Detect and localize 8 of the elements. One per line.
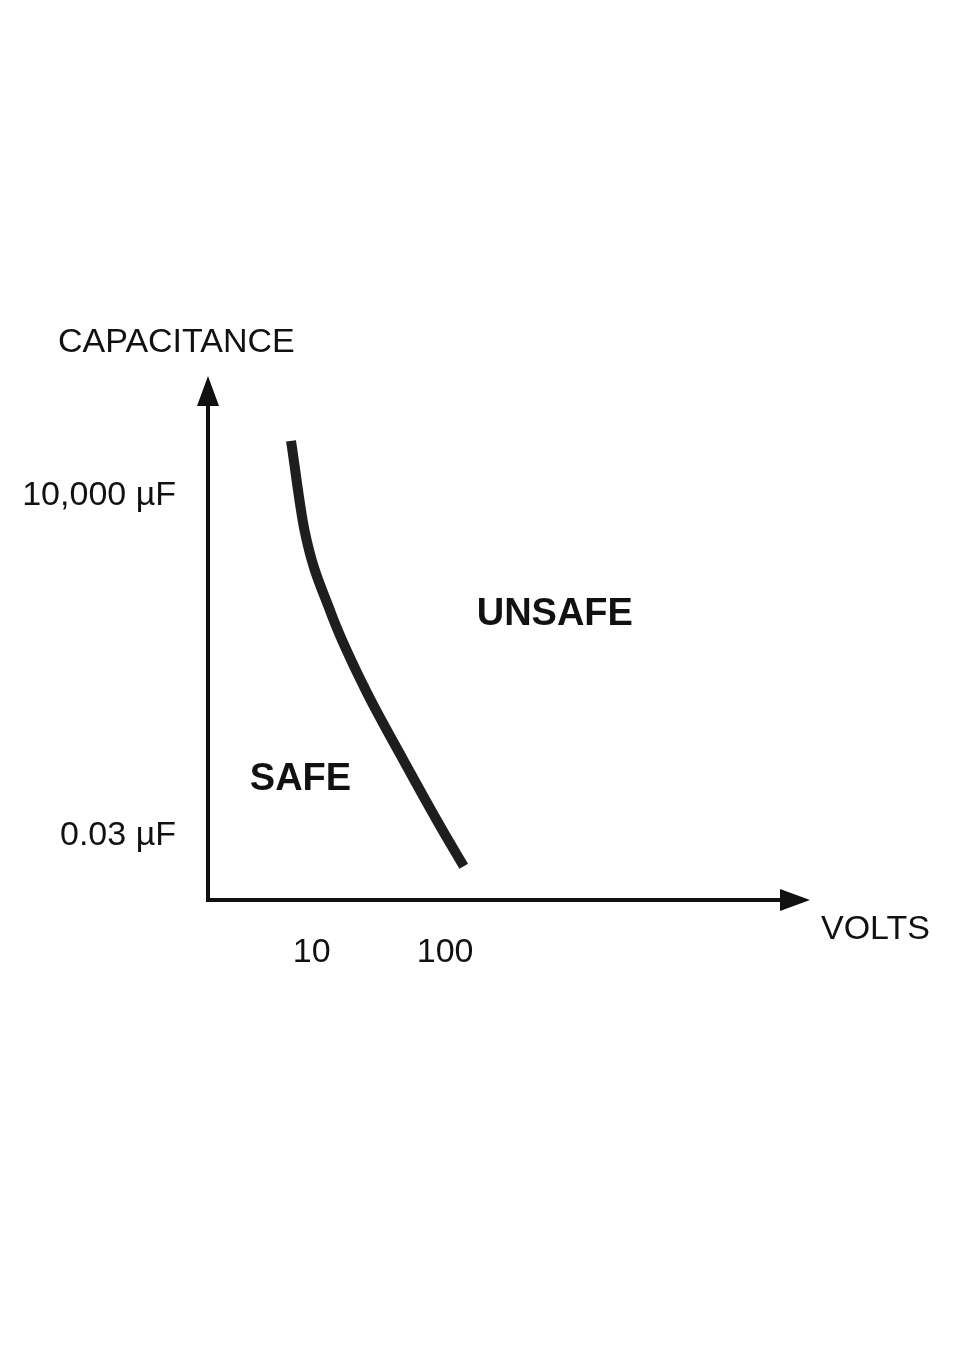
annotation: SAFE [249,756,352,799]
y-axis-title: CAPACITANCE [58,321,295,360]
x-tick-label: 10 [292,930,331,969]
annotation: UNSAFE [476,591,633,634]
x-tick-label: 100 [416,930,474,969]
y-tick-label: 0.03 µF [60,813,176,852]
y-tick-label: 10,000 µF [22,473,176,512]
x-axis-title: VOLTS [821,908,930,947]
